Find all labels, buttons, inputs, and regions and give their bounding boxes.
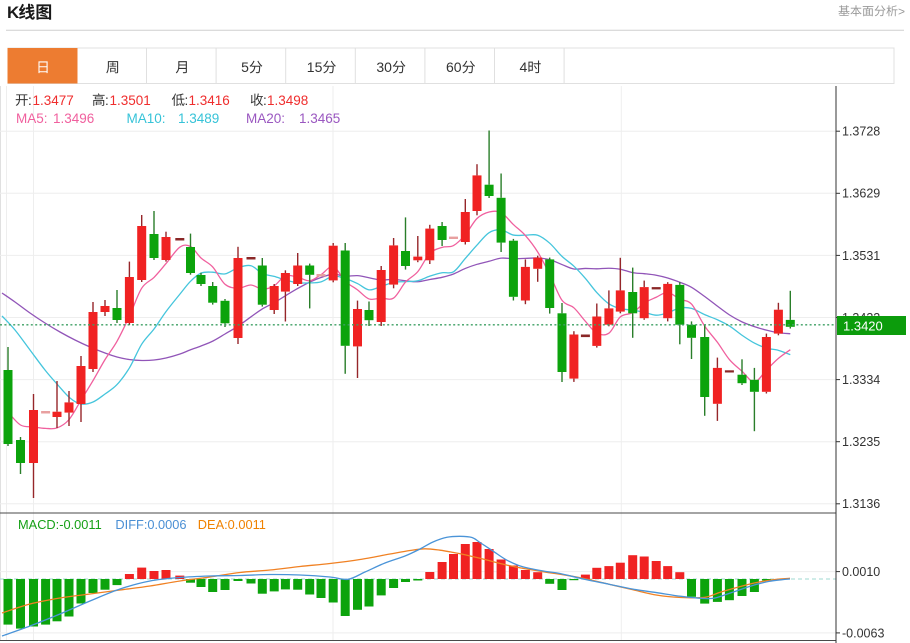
svg-text:1.3334: 1.3334 [842,373,880,387]
svg-text:1.3489: 1.3489 [178,111,219,126]
svg-text:K: K [7,3,20,22]
svg-text:>: > [898,4,905,18]
svg-text:1.3629: 1.3629 [842,187,880,201]
svg-text:15: 15 [307,59,323,75]
svg-text:4: 4 [520,59,528,75]
svg-text:DEA:0.0011: DEA:0.0011 [198,517,266,532]
svg-text:1.3235: 1.3235 [842,435,880,449]
svg-text:1.3477: 1.3477 [33,93,74,108]
svg-text:1.3501: 1.3501 [110,93,151,108]
svg-text:1.3136: 1.3136 [842,497,880,511]
svg-text:1.3498: 1.3498 [267,93,308,108]
svg-text:MACD:-0.0011: MACD:-0.0011 [18,517,102,532]
svg-text:MA20:: MA20: [246,111,285,126]
svg-text:1.3465: 1.3465 [299,111,340,126]
svg-text::: : [28,93,32,108]
svg-text:1.3531: 1.3531 [842,249,880,263]
svg-text:1.3420: 1.3420 [843,319,883,334]
svg-text:5: 5 [241,59,249,75]
svg-text::: : [185,93,189,108]
svg-text:0.0010: 0.0010 [842,565,880,579]
svg-text:1.3728: 1.3728 [842,125,880,139]
svg-text:DIFF:0.0006: DIFF:0.0006 [115,517,186,532]
svg-text:60: 60 [446,59,462,75]
svg-text:MA10:: MA10: [127,111,166,126]
svg-text::: : [105,93,109,108]
svg-text:1.3496: 1.3496 [53,111,94,126]
svg-text:1.3416: 1.3416 [189,93,230,108]
svg-text:30: 30 [376,59,392,75]
svg-text:MA5:: MA5: [16,111,48,126]
svg-text:-0.0063: -0.0063 [842,626,884,640]
svg-text::: : [263,93,267,108]
